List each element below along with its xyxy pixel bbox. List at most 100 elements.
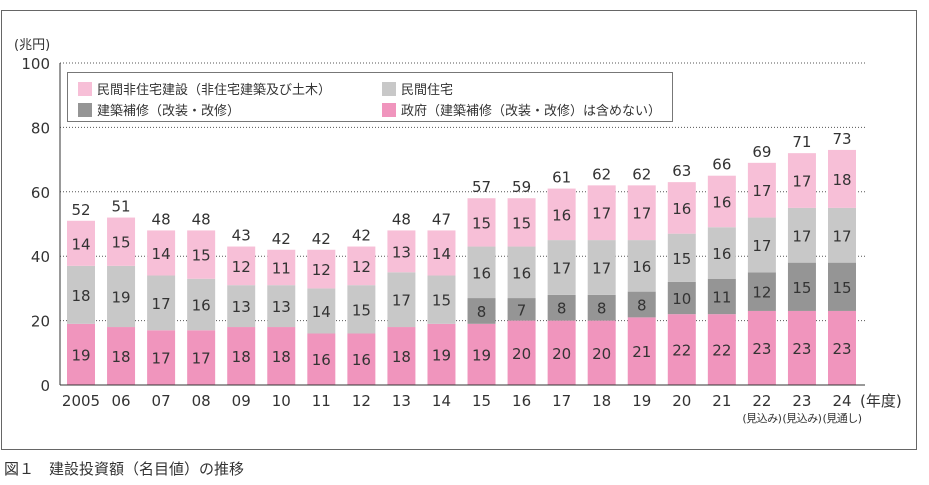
bar-segment — [707, 175, 736, 228]
x-tick-label: 11 — [312, 392, 331, 410]
legend-label: 建築補修（改装・改修） — [97, 104, 241, 119]
bar-segment — [828, 149, 856, 208]
bar-segment — [707, 314, 736, 385]
bar-segment — [747, 310, 776, 385]
y-tick-label: 60 — [31, 184, 50, 202]
segment-value-label: 17 — [752, 182, 771, 200]
segment-value-label: 17 — [592, 205, 611, 223]
segment-value-label: 17 — [152, 295, 171, 313]
segment-value-label: 20 — [512, 345, 531, 363]
total-value-label: 42 — [352, 227, 371, 245]
segment-value-label: 15 — [792, 279, 811, 297]
y-tick-label: 20 — [31, 313, 50, 331]
segment-value-label: 12 — [312, 261, 331, 279]
stacked-bar-chart: 19 18 14 52 18 19 15 51 17 17 14 48 17 16 15 48 18 13 12 43… — [14, 38, 902, 425]
segment-value-label: 17 — [832, 227, 851, 245]
bar-segment — [507, 198, 536, 247]
segment-value-label: 12 — [752, 284, 771, 302]
bar-segment — [587, 320, 616, 385]
bar-segment — [67, 265, 95, 324]
segment-value-label: 17 — [192, 350, 211, 368]
segment-value-label: 22 — [712, 342, 731, 360]
legend-item-building-repair: 建築補修（改装・改修） — [78, 100, 240, 119]
segment-value-label: 18 — [392, 348, 411, 366]
bar-segment — [147, 275, 176, 331]
segment-value-label: 16 — [312, 351, 331, 369]
legend-swatch — [78, 102, 92, 117]
x-tick-label: 22 — [752, 392, 771, 410]
y-tick-label: 40 — [31, 248, 50, 266]
segment-value-label: 10 — [672, 290, 691, 308]
bar-segment — [467, 298, 496, 324]
x-tick-label: 06 — [112, 392, 131, 410]
x-tick-label: 20 — [672, 392, 691, 410]
segment-value-label: 18 — [832, 171, 851, 189]
bars — [67, 149, 856, 385]
total-value-label: 71 — [792, 133, 811, 151]
segment-value-label: 18 — [112, 348, 131, 366]
y-tick-label: 0 — [40, 377, 50, 395]
total-value-label: 61 — [552, 169, 571, 187]
bar-segment — [707, 278, 736, 315]
bar-segment — [507, 298, 536, 321]
segment-value-label: 19 — [112, 288, 131, 306]
total-value-label: 48 — [192, 210, 211, 228]
segment-value-label: 8 — [557, 300, 567, 318]
segment-value-label: 21 — [632, 343, 651, 361]
legend-swatch — [382, 81, 396, 96]
bar-segment — [107, 217, 136, 266]
segment-value-label: 7 — [517, 301, 527, 319]
segment-value-label: 12 — [232, 258, 251, 276]
total-value-label: 51 — [112, 198, 131, 216]
gridlines — [60, 62, 865, 322]
bar-segment — [187, 330, 216, 385]
bar-segment — [427, 323, 456, 385]
legend-label: 政府（建築補修（改装・改修）は含めない） — [401, 104, 662, 119]
bar-segment — [347, 285, 376, 334]
bar-segment — [587, 240, 616, 295]
segment-value-label: 15 — [192, 247, 211, 265]
bar-segment — [227, 285, 256, 328]
segment-value-label: 19 — [432, 346, 451, 364]
axes: 0 20 40 60 80 100 (兆円) 2005 06 07 08 09 10 11 12 13 14 15… — [14, 38, 902, 425]
segment-value-label: 16 — [712, 193, 731, 211]
total-value-label: 42 — [312, 230, 331, 248]
segment-value-label: 23 — [832, 340, 851, 358]
segment-value-label: 15 — [672, 250, 691, 268]
segment-value-label: 12 — [352, 258, 371, 276]
figure-caption: 図１ 建設投資額（名目値）の推移 — [4, 460, 245, 478]
x-tick-label: 12 — [352, 392, 371, 410]
x-tick-label: 18 — [592, 392, 611, 410]
bar-segment — [467, 246, 496, 299]
segment-value-label: 18 — [232, 348, 251, 366]
total-value-label: 48 — [152, 210, 171, 228]
bar-segment — [828, 262, 856, 311]
segment-value-label: 15 — [512, 214, 531, 232]
bar-segment — [667, 314, 696, 385]
bar-segment — [627, 240, 656, 292]
bar-segment — [547, 294, 576, 321]
segment-value-label: 14 — [432, 245, 451, 263]
bar-segment — [747, 162, 776, 218]
segment-value-label: 13 — [392, 243, 411, 261]
segment-value-label: 13 — [272, 298, 291, 316]
bar-segment — [187, 230, 216, 279]
bar-segment — [107, 265, 136, 328]
bar-segment — [747, 217, 776, 273]
x-tick-label: 08 — [192, 392, 211, 410]
bar-segment — [467, 198, 496, 247]
x-tick-label: 24 — [832, 392, 851, 410]
segment-value-label: 8 — [637, 297, 647, 315]
segment-value-label: 14 — [152, 245, 171, 263]
bar-segment — [347, 246, 376, 286]
bar-segment — [787, 310, 816, 385]
bar-segment — [587, 185, 616, 241]
segment-value-label: 22 — [672, 342, 691, 360]
bar-segment — [187, 278, 216, 331]
x-tick-label: 2005 — [62, 392, 100, 410]
segment-value-label: 23 — [752, 340, 771, 358]
bar-segment — [387, 230, 416, 273]
segment-value-label: 11 — [712, 288, 731, 306]
segment-value-label: 15 — [352, 301, 371, 319]
bar-segment — [267, 249, 296, 286]
